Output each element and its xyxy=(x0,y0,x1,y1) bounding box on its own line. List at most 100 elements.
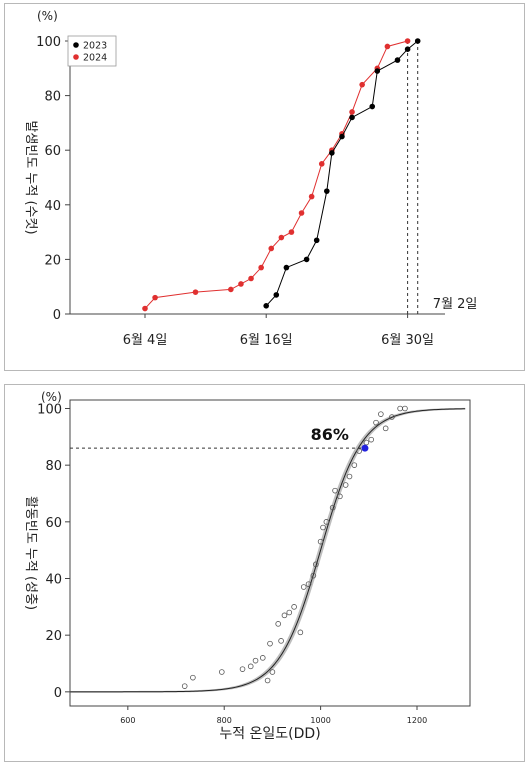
y-tick-label: 20 xyxy=(45,629,62,644)
observed-data-point xyxy=(382,425,389,432)
data-point-2024 xyxy=(384,43,391,50)
legend-label: 2023 xyxy=(83,41,107,52)
series-line-2024 xyxy=(144,40,408,309)
chart-panel-degree-days: (%) 0 20 40 60 80 100 600 800 1000 1200 누적 온일도(DD) 활… xyxy=(4,384,525,762)
data-point-2024 xyxy=(359,81,365,88)
legend-label: 2024 xyxy=(83,53,107,64)
observed-data-point xyxy=(378,411,384,417)
data-point-2023 xyxy=(263,303,270,309)
confidence-band xyxy=(70,407,466,693)
chart-panel-cumulative-emergence: (%) 0 20 40 60 80 100 6월 4일 6월 16일 6월 30일 7월 2일 발생빈… xyxy=(4,3,525,371)
observed-data-point xyxy=(247,663,254,670)
observed-data-point xyxy=(286,609,293,616)
data-point-2024 xyxy=(278,234,285,241)
observed-data-point xyxy=(312,561,319,568)
data-point-2024 xyxy=(404,38,411,44)
highlight-label: 86% xyxy=(311,425,349,444)
y-tick-label: 0 xyxy=(53,308,61,323)
y-tick-label: 60 xyxy=(45,516,62,531)
x-tick-label: 800 xyxy=(217,716,232,725)
x-tick-label: 6월 16일 xyxy=(240,333,293,348)
observed-data-point xyxy=(346,473,353,480)
data-point-2024 xyxy=(268,245,275,252)
x-axis-title: 누적 온일도(DD) xyxy=(219,726,320,742)
emergence-line-chart: (%) 0 20 40 60 80 100 6월 4일 6월 16일 6월 30일 7월 2일 발생빈… xyxy=(23,9,478,348)
data-point-2024 xyxy=(142,305,148,312)
date-annotation: 7월 2일 xyxy=(433,297,478,312)
data-point-2023 xyxy=(349,114,355,121)
data-point-2024 xyxy=(318,161,325,167)
y-unit-label: (%) xyxy=(37,9,58,23)
data-point-2023 xyxy=(324,188,330,194)
y-tick-label: 20 xyxy=(44,253,61,268)
y-tick-label: 40 xyxy=(44,199,61,214)
data-point-2023 xyxy=(329,150,335,156)
series-line-2023 xyxy=(265,40,419,307)
x-tick-label: 1000 xyxy=(310,716,330,725)
observed-data-point xyxy=(351,462,358,468)
y-unit-label: (%) xyxy=(41,390,62,404)
x-tick-label: 6월 4일 xyxy=(123,333,168,348)
observed-data-point xyxy=(297,629,304,636)
observed-data-point xyxy=(389,414,395,420)
observed-data-point xyxy=(259,655,266,661)
legend-marker-2023 xyxy=(73,42,79,48)
observed-data-point xyxy=(281,612,288,619)
observed-data-point xyxy=(305,581,312,587)
observed-data-point xyxy=(264,677,271,684)
observed-data-point xyxy=(368,436,375,443)
observed-data-point xyxy=(239,666,246,672)
data-point-2024 xyxy=(248,275,254,282)
legend-box xyxy=(67,35,117,67)
observed-data-point xyxy=(320,524,326,531)
x-tick-label: 1200 xyxy=(407,716,427,725)
observed-data-point xyxy=(267,640,273,647)
data-point-2024 xyxy=(238,281,244,287)
observed-data-point xyxy=(373,419,379,426)
data-point-2023 xyxy=(303,256,310,263)
observed-data-point xyxy=(190,674,196,681)
data-point-2024 xyxy=(152,294,158,301)
data-point-2024 xyxy=(228,286,234,293)
observed-data-point xyxy=(219,669,225,675)
legend-marker-2024 xyxy=(73,54,79,60)
y-tick-label: 80 xyxy=(45,459,62,474)
highlight-point xyxy=(361,444,369,452)
observed-data-point xyxy=(323,519,330,525)
observed-data-point xyxy=(317,538,324,545)
observed-data-point xyxy=(269,669,276,675)
observed-data-point xyxy=(397,405,403,412)
data-point-2023 xyxy=(273,292,280,298)
x-tick-label: 600 xyxy=(120,716,135,725)
fitted-logistic-curve xyxy=(69,408,466,693)
y-tick-label: 0 xyxy=(54,686,62,701)
observed-data-point xyxy=(332,487,338,494)
plot-frame xyxy=(69,399,471,707)
y-tick-label: 80 xyxy=(44,90,61,105)
x-tick-label: 6월 30일 xyxy=(381,333,434,348)
observed-data-point xyxy=(252,657,259,664)
y-axis-title: 발생빈도 누적 (수컷) xyxy=(23,120,38,234)
observed-data-point xyxy=(278,638,284,644)
data-point-2024 xyxy=(192,289,199,295)
data-point-2023 xyxy=(404,46,411,52)
y-tick-label: 100 xyxy=(36,35,61,50)
data-point-2023 xyxy=(394,57,401,63)
y-tick-label: 40 xyxy=(45,573,62,588)
data-point-2024 xyxy=(258,264,264,271)
observed-data-point xyxy=(337,493,343,500)
observed-data-point xyxy=(363,439,370,446)
observed-data-point xyxy=(310,572,317,579)
observed-data-point xyxy=(291,604,297,610)
data-point-2023 xyxy=(414,38,421,44)
data-point-2024 xyxy=(349,109,355,115)
observed-data-point xyxy=(300,584,307,590)
data-point-2023 xyxy=(313,237,320,244)
data-point-2023 xyxy=(339,133,345,140)
observed-data-point xyxy=(342,482,349,488)
degree-day-scatter-chart: (%) 0 20 40 60 80 100 600 800 1000 1200 누적 온일도(DD) 활… xyxy=(23,390,471,742)
observed-data-point xyxy=(402,405,408,412)
y-tick-label: 100 xyxy=(37,403,62,418)
data-point-2024 xyxy=(298,210,305,216)
data-point-2024 xyxy=(288,229,295,235)
